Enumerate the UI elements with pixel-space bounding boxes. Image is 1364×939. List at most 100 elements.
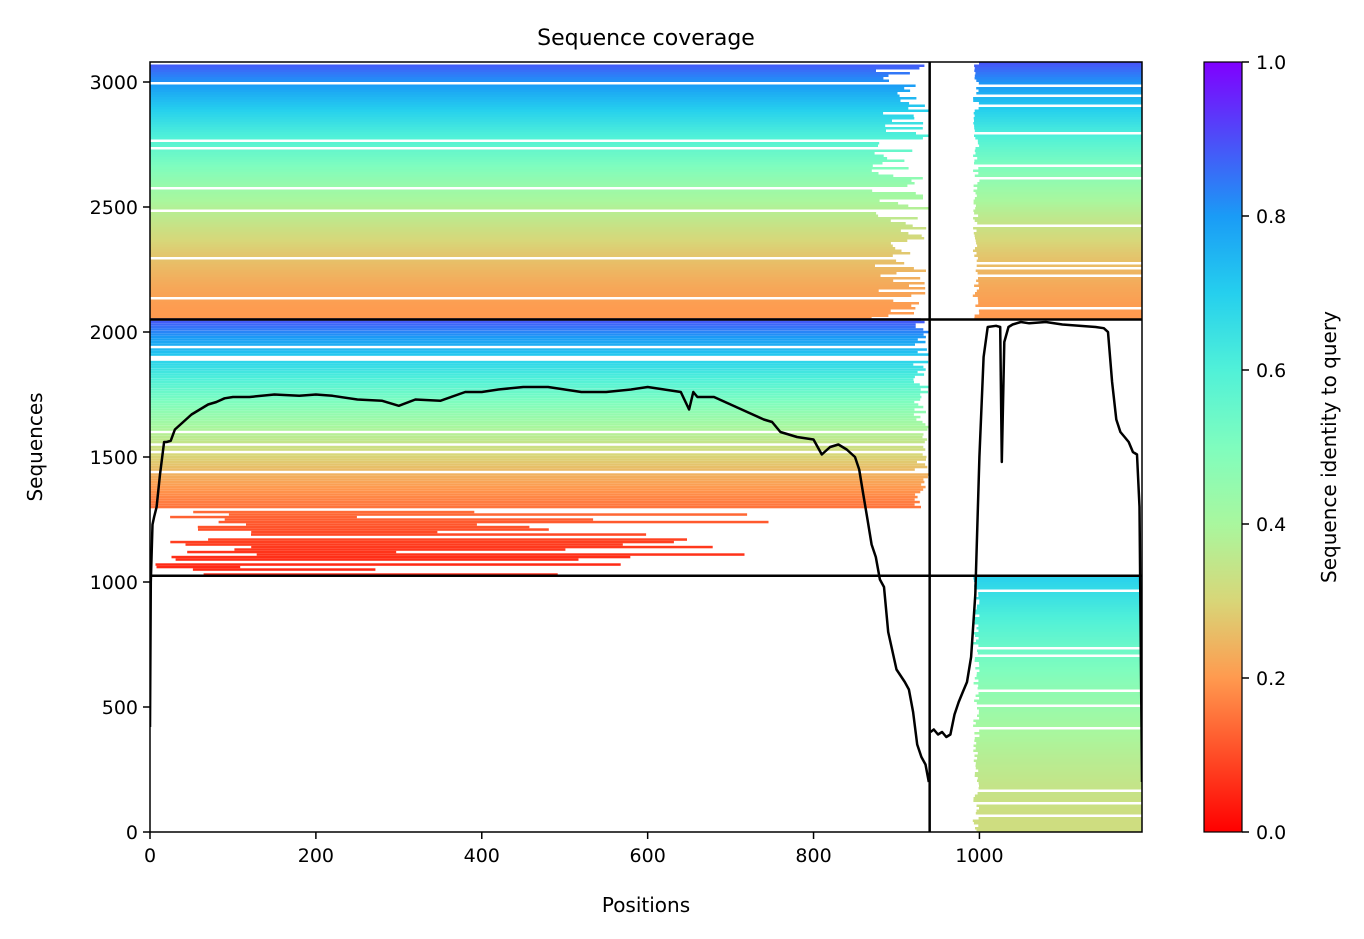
heatmap-row: [975, 827, 1142, 830]
heatmap-row: [150, 214, 879, 217]
heatmap-row: [150, 269, 926, 272]
heatmap-row: [150, 353, 930, 356]
heatmap-row: [977, 157, 1142, 160]
heatmap-row: [976, 229, 1142, 232]
heatmap-row: [150, 234, 922, 237]
heatmap-row: [975, 747, 1142, 750]
chart-title: Sequence coverage: [537, 26, 755, 51]
heatmap-row: [150, 475, 928, 479]
heatmap-row: [977, 244, 1142, 247]
heatmap-row: [977, 187, 1142, 190]
heatmap-row: [978, 787, 1142, 790]
heatmap-row: [975, 762, 1142, 765]
heatmap-row: [977, 142, 1142, 145]
heatmap-row: [150, 405, 924, 409]
heatmap-row: [150, 144, 878, 147]
heatmap-row: [185, 543, 623, 546]
heatmap-row: [973, 112, 1142, 115]
heatmap-row: [974, 737, 1142, 740]
heatmap-row: [978, 629, 1142, 632]
heatmap-row: [150, 129, 886, 132]
heatmap-row: [976, 252, 1142, 255]
y-tick-label: 2500: [90, 197, 138, 219]
heatmap-row: [974, 69, 1142, 72]
heatmap-row: [150, 498, 915, 501]
heatmap-row: [150, 192, 916, 195]
heatmap-row: [978, 172, 1142, 175]
heatmap-row: [150, 74, 889, 77]
heatmap-row: [978, 692, 1142, 695]
colorbar-axis: 0.0 0.2 0.4 0.6 0.8 1.0: [1242, 52, 1286, 844]
heatmap-row: [977, 777, 1142, 780]
heatmap-row: [975, 634, 1142, 637]
heatmap-row: [979, 807, 1142, 810]
heatmap-row: [197, 525, 530, 529]
x-axis-label: Positions: [602, 893, 690, 917]
heatmap-row: [150, 264, 875, 267]
heatmap-row: [150, 330, 929, 334]
heatmap-row: [975, 667, 1142, 670]
heatmap-row: [974, 197, 1142, 200]
heatmap-row: [150, 395, 922, 399]
heatmap-row: [978, 679, 1142, 682]
heatmap-row: [150, 179, 912, 182]
heatmap-row: [974, 732, 1142, 735]
heatmap-row: [974, 162, 1142, 165]
heatmap-row: [150, 393, 921, 396]
heatmap-row: [974, 219, 1142, 222]
heatmap-row: [150, 172, 879, 175]
heatmap-row: [150, 307, 916, 310]
colorbar-tick-label: 0.6: [1256, 360, 1286, 382]
heatmap-row: [976, 627, 1142, 630]
heatmap-row: [975, 207, 1142, 210]
heatmap-row: [975, 292, 1142, 295]
heatmap-row: [978, 282, 1142, 285]
heatmap-row: [979, 664, 1142, 667]
heatmap-row: [150, 383, 920, 386]
heatmap-row: [150, 410, 926, 414]
heatmap-row: [150, 114, 914, 117]
colorbar-tick-label: 0.0: [1256, 822, 1286, 844]
heatmap-row: [976, 87, 1142, 90]
heatmap-row: [977, 752, 1142, 755]
heatmap-row: [150, 247, 896, 250]
heatmap-row: [150, 149, 913, 152]
heatmap-row: [150, 117, 915, 120]
heatmap-row: [251, 545, 713, 549]
heatmap-row: [973, 97, 1142, 100]
heatmap-row: [974, 254, 1142, 257]
heatmap-row: [978, 644, 1142, 647]
heatmap-row: [150, 157, 888, 160]
heatmap-row: [974, 739, 1142, 742]
y-axis-label: Sequences: [23, 392, 47, 501]
heatmap-row: [150, 244, 893, 247]
x-tick-label: 600: [630, 845, 666, 867]
heatmap-row: [978, 709, 1142, 712]
heatmap-row: [150, 189, 873, 192]
heatmap-row: [974, 64, 1142, 67]
heatmap-row: [976, 242, 1142, 245]
heatmap-row: [150, 309, 891, 312]
heatmap-row: [150, 348, 927, 351]
heatmap-row: [977, 649, 1142, 652]
heatmap-row: [256, 553, 745, 556]
heatmap-row: [976, 92, 1142, 95]
heatmap-row: [150, 164, 873, 167]
heatmap-row: [150, 184, 908, 187]
heatmap-row: [976, 279, 1142, 282]
heatmap-row: [150, 64, 925, 67]
heatmap-row: [975, 694, 1142, 697]
heatmap-row: [975, 269, 1142, 272]
heatmap-row: [150, 69, 876, 72]
heatmap-row: [975, 152, 1142, 155]
heatmap-row: [150, 473, 930, 476]
plot-frame: [149, 61, 1143, 833]
colorbar-label: Sequence identity to query: [1317, 311, 1341, 583]
heatmap-row: [973, 797, 1142, 800]
heatmap-row: [973, 154, 1142, 157]
heatmap-row: [974, 74, 1142, 77]
heatmap-row: [150, 99, 901, 102]
heatmap-row: [150, 323, 916, 326]
heatmap-row: [979, 287, 1142, 290]
